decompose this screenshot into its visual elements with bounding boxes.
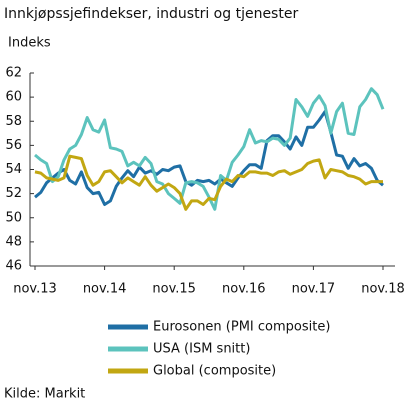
legend-label: Global (composite)	[153, 364, 276, 379]
x-tick-label: nov.15	[152, 282, 196, 297]
legend-label: USA (ISM snitt)	[153, 342, 250, 357]
y-tick-label: 62	[5, 66, 22, 81]
source: Kilde: Markit	[4, 387, 85, 402]
x-tick-label: nov.17	[292, 282, 336, 297]
x-tick-label: nov.13	[13, 282, 57, 297]
y-tick-label: 48	[5, 234, 22, 249]
y-tick-label: 50	[5, 210, 22, 225]
legend-label: Eurosonen (PMI composite)	[153, 320, 330, 335]
chart-title: Innkjøpssjefindekser, industri og tjenes…	[4, 6, 298, 22]
y-tick-label: 56	[5, 138, 22, 153]
x-tick-label: nov.14	[83, 282, 127, 297]
y-tick-label: 52	[5, 186, 22, 201]
y-tick-label: 60	[5, 90, 22, 105]
series-line	[34, 110, 384, 206]
x-tick-label: nov.18	[361, 282, 405, 297]
y-axis-label: Indeks	[8, 36, 51, 51]
series-line	[34, 87, 385, 211]
x-tick-label: nov.16	[222, 282, 266, 297]
y-tick-label: 46	[5, 259, 22, 274]
y-tick-label: 54	[5, 162, 22, 177]
y-tick-label: 58	[5, 114, 22, 129]
series-line	[34, 154, 383, 211]
